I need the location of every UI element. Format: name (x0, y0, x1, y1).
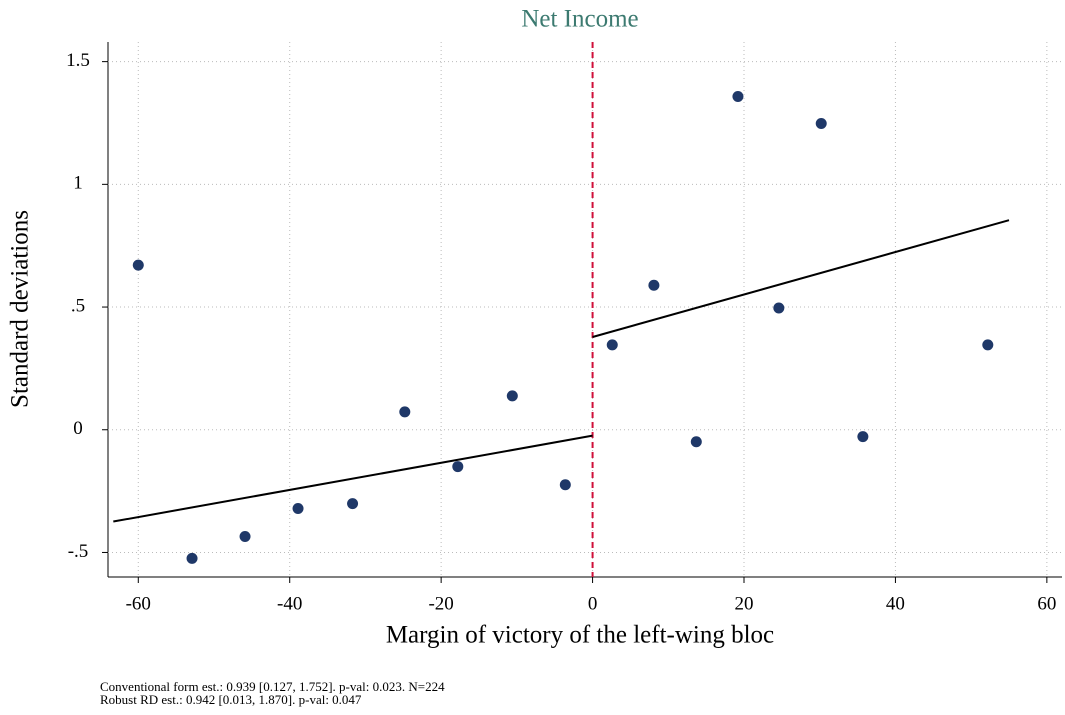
point (347, 498, 359, 510)
x-tick-label: -20 (428, 593, 453, 614)
chart-title: Net Income (521, 6, 638, 33)
y-axis-label: Standard deviations (7, 210, 34, 408)
x-tick-label: 0 (588, 593, 598, 614)
point (559, 479, 571, 491)
x-tick-label: 40 (886, 593, 905, 614)
note: Robust RD est.: 0.942 [0.013, 1.870]. p-… (100, 692, 362, 707)
y-tick-label: 1.5 (66, 50, 90, 71)
x-tick-label: -40 (277, 593, 302, 614)
point (506, 390, 518, 402)
point (399, 406, 411, 418)
point (732, 90, 744, 102)
point (815, 117, 827, 129)
x-axis-label: Margin of victory of the left-wing bloc (386, 622, 774, 649)
x-tick-label: 60 (1037, 593, 1056, 614)
y-tick-label: 0 (73, 418, 83, 439)
fit-line (592, 219, 1010, 338)
fit-line (113, 434, 593, 523)
point (982, 339, 994, 351)
point (186, 552, 198, 564)
note: Conventional form est.: 0.939 [0.127, 1.… (100, 679, 445, 694)
x-tick-label: 20 (735, 593, 754, 614)
point (239, 531, 251, 543)
x-tick-label: -60 (126, 593, 151, 614)
point (690, 436, 702, 448)
point (132, 259, 144, 271)
y-tick-label: 1 (73, 173, 83, 194)
point (606, 339, 618, 351)
point (292, 503, 304, 515)
point (452, 461, 464, 473)
point (857, 431, 869, 443)
point (648, 279, 660, 291)
y-tick-label: -.5 (68, 541, 89, 562)
point (773, 302, 785, 314)
y-tick-label: .5 (71, 295, 85, 316)
